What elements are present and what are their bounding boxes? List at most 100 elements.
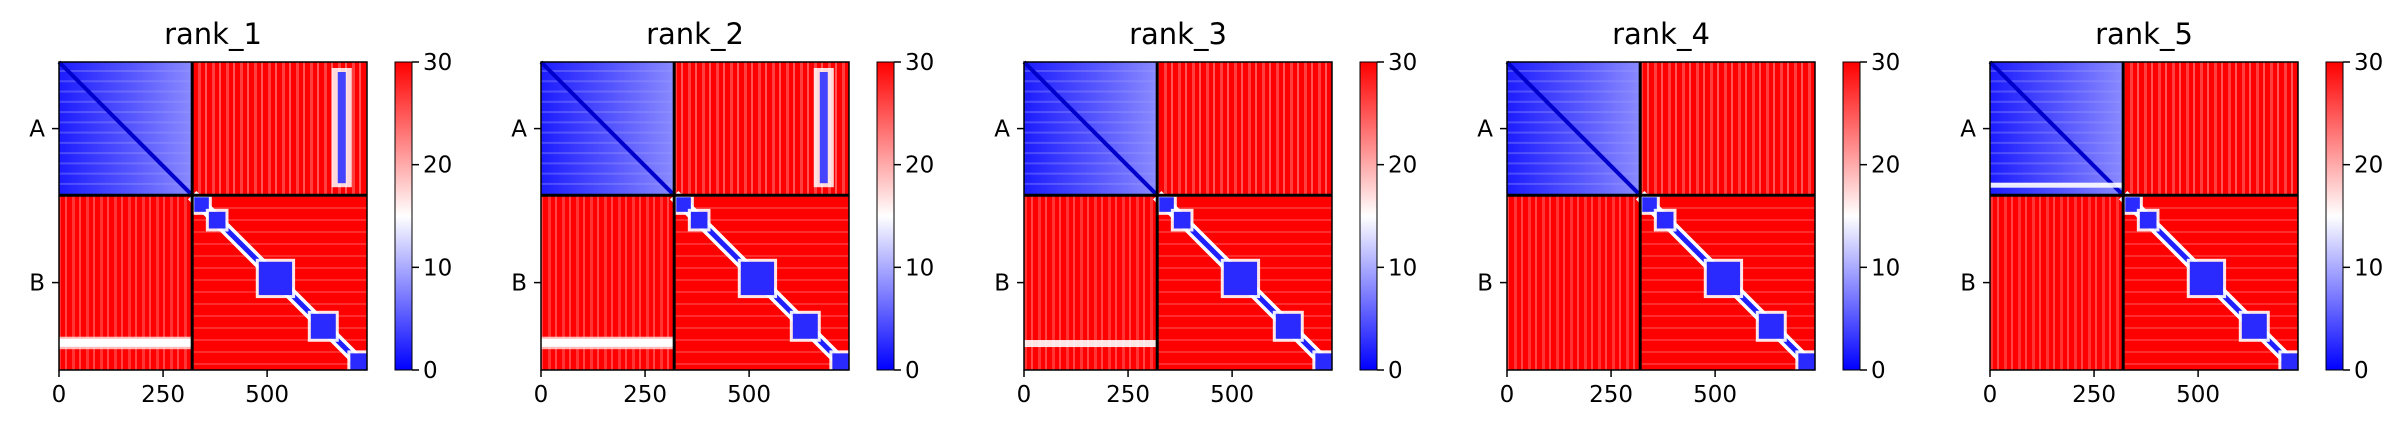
a-a-band: [1024, 182, 1158, 185]
blue-band: [819, 72, 828, 184]
domain-block-5: [1798, 353, 1815, 370]
domain-block-1: [676, 197, 691, 212]
a-a-band: [1990, 131, 2124, 134]
a-a-band: [1990, 80, 2124, 83]
domain-block-4: [1275, 313, 1301, 339]
a-a-band: [1990, 90, 2124, 93]
a-a-band: [1024, 141, 1158, 144]
a-a-band: [1990, 70, 2124, 72]
white-streak: [1024, 340, 1158, 348]
a-a-band: [59, 111, 193, 114]
domain-block-2: [1656, 211, 1674, 229]
domain-block-3: [258, 261, 293, 296]
block-b-a: [1990, 195, 2124, 370]
domain-block-3: [1706, 261, 1741, 296]
y-tick-label: A: [994, 117, 1010, 143]
x-tick-label: 500: [245, 382, 289, 408]
domain-block-5: [832, 353, 849, 370]
a-a-band: [59, 162, 193, 165]
y-tick-label: B: [29, 271, 45, 297]
x-tick-label: 250: [2072, 382, 2116, 408]
colorbar-tick-label: 0: [423, 358, 438, 384]
a-a-band: [1024, 80, 1158, 83]
colorbar-tick-label: 10: [1388, 255, 1417, 281]
domain-block-3: [1223, 261, 1258, 296]
axes-frame: [1989, 61, 2299, 371]
a-a-band: [541, 90, 675, 93]
a-a-band: [1024, 121, 1158, 124]
colorbar-tick-label: 20: [905, 153, 934, 179]
diagonal-a: [1988, 60, 2125, 197]
x-tick-label: 0: [534, 382, 549, 408]
colorbar-tick-label: 10: [423, 255, 452, 281]
x-tick-label: 0: [52, 382, 67, 408]
a-a-band: [1507, 100, 1641, 103]
a-a-band: [541, 152, 675, 155]
block-a-b: [1157, 62, 1332, 196]
panel-title: rank_5: [2095, 17, 2193, 51]
heatmap-panel-2: rank_2 0 250 500 A B 0 10 20 30: [511, 17, 934, 408]
domain-block-4: [1758, 313, 1784, 339]
white-streak: [541, 338, 675, 347]
colorbar: [1842, 61, 1861, 371]
x-tick-label: 500: [2176, 382, 2220, 408]
a-a-band: [541, 80, 675, 83]
a-a-band: [1990, 141, 2124, 144]
y-tick-label: A: [511, 117, 527, 143]
colorbar: [1359, 61, 1378, 371]
x-tick-label: 500: [1210, 382, 1254, 408]
a-a-band: [1507, 90, 1641, 93]
a-a-band: [1990, 152, 2124, 155]
domain-block-2: [690, 211, 708, 229]
a-a-band: [1990, 162, 2124, 165]
domain-block-3: [740, 261, 775, 296]
domain-block-2: [208, 211, 226, 229]
colorbar-tick-label: 10: [2354, 255, 2383, 281]
x-tick-label: 250: [1106, 382, 1150, 408]
block-a-b: [1640, 62, 1815, 196]
a-a-band: [59, 70, 193, 72]
a-a-band: [1024, 172, 1158, 175]
blue-band: [337, 72, 346, 184]
a-a-band: [1507, 152, 1641, 155]
axes-frame: [58, 61, 368, 371]
a-a-band: [1507, 80, 1641, 83]
colorbar-tick-label: 10: [1871, 255, 1900, 281]
colorbar-tick-label: 20: [1871, 153, 1900, 179]
heatmap-panel-3: rank_3 0 250 500 A B 0 10 20 30: [994, 17, 1417, 408]
a-a-band: [1024, 90, 1158, 93]
diagonal-a: [1505, 60, 1642, 197]
a-a-band: [1507, 172, 1641, 175]
domain-block-5: [350, 353, 367, 370]
colorbar-tick-label: 20: [1388, 153, 1417, 179]
heatmap-panel-1: rank_1 0 250 500 A B 0 10 20 30: [29, 17, 452, 408]
y-tick-label: A: [29, 117, 45, 143]
domain-block-2: [2139, 211, 2157, 229]
block-b-a: [1507, 195, 1641, 370]
domain-block-1: [1159, 197, 1174, 212]
domain-block-2: [1173, 211, 1191, 229]
colorbar: [2325, 61, 2344, 371]
a-a-band: [1024, 100, 1158, 103]
white-streak: [1990, 182, 2124, 188]
a-a-band: [1507, 131, 1641, 134]
white-streak: [59, 338, 193, 347]
a-a-band: [59, 80, 193, 83]
colorbar: [876, 61, 895, 371]
a-a-band: [1507, 182, 1641, 185]
a-a-band: [1507, 121, 1641, 124]
colorbar-tick-label: 0: [1871, 358, 1886, 384]
colorbar-tick-label: 30: [905, 50, 934, 76]
x-tick-label: 0: [1500, 382, 1515, 408]
colorbar-tick-label: 0: [2354, 358, 2369, 384]
a-a-band: [541, 100, 675, 103]
domain-block-4: [2241, 313, 2267, 339]
domain-block-5: [2281, 353, 2298, 370]
a-a-band: [541, 162, 675, 165]
colorbar-tick-label: 10: [905, 255, 934, 281]
a-a-band: [541, 131, 675, 134]
a-a-band: [59, 131, 193, 134]
y-tick-label: B: [994, 271, 1010, 297]
x-tick-label: 500: [1693, 382, 1737, 408]
